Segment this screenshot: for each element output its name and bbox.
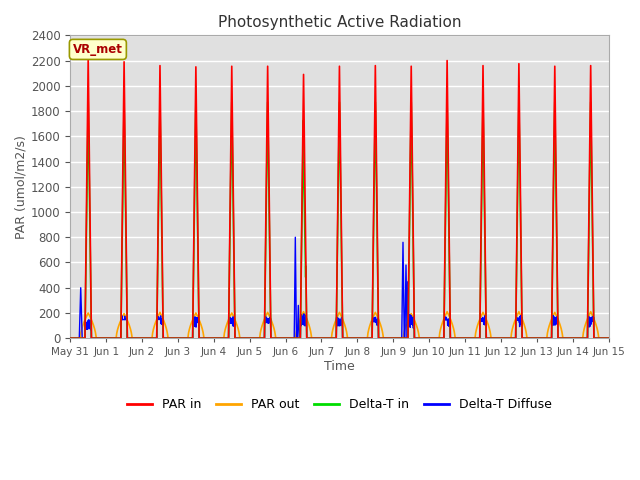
Delta-T in: [84, 99, 92, 105]
Delta-T Diffuse: [67, 336, 74, 341]
X-axis label: Time: Time: [324, 360, 355, 373]
Text: VR_met: VR_met: [73, 43, 123, 56]
PAR out: [605, 336, 612, 341]
Delta-T Diffuse: [430, 336, 438, 341]
PAR in: [84, 55, 92, 61]
Delta-T Diffuse: [319, 336, 327, 341]
Legend: PAR in, PAR out, Delta-T in, Delta-T Diffuse: PAR in, PAR out, Delta-T in, Delta-T Dif…: [122, 393, 557, 416]
PAR out: [67, 336, 74, 341]
PAR in: [430, 336, 438, 341]
PAR in: [67, 336, 74, 341]
Title: Photosynthetic Active Radiation: Photosynthetic Active Radiation: [218, 15, 461, 30]
Delta-T in: [430, 336, 438, 341]
Line: Delta-T Diffuse: Delta-T Diffuse: [70, 237, 609, 338]
Delta-T Diffuse: [491, 336, 499, 341]
PAR in: [163, 336, 171, 341]
Line: Delta-T in: Delta-T in: [70, 102, 609, 338]
Delta-T Diffuse: [291, 234, 299, 240]
Delta-T in: [605, 336, 612, 341]
PAR out: [430, 336, 438, 341]
PAR in: [605, 336, 612, 341]
PAR out: [491, 336, 499, 341]
PAR out: [604, 336, 612, 341]
Delta-T in: [163, 336, 171, 341]
Line: PAR out: PAR out: [70, 312, 609, 338]
Delta-T Diffuse: [604, 336, 612, 341]
PAR in: [491, 336, 499, 341]
PAR in: [319, 336, 327, 341]
PAR in: [604, 336, 612, 341]
Line: PAR in: PAR in: [70, 58, 609, 338]
Delta-T in: [491, 336, 499, 341]
Delta-T Diffuse: [460, 336, 468, 341]
Delta-T Diffuse: [163, 336, 171, 341]
Delta-T in: [319, 336, 327, 341]
PAR out: [319, 336, 327, 341]
PAR out: [300, 309, 307, 314]
Delta-T in: [604, 336, 612, 341]
PAR in: [460, 336, 468, 341]
PAR out: [163, 328, 171, 334]
Delta-T in: [67, 336, 74, 341]
Delta-T in: [460, 336, 468, 341]
PAR out: [460, 336, 468, 341]
Y-axis label: PAR (umol/m2/s): PAR (umol/m2/s): [15, 135, 28, 239]
Delta-T Diffuse: [605, 336, 612, 341]
